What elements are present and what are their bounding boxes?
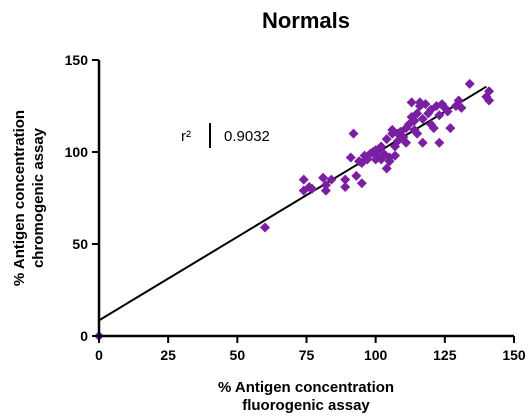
r-squared-annotation: r² 0.9032	[181, 123, 270, 148]
data-point	[298, 174, 309, 185]
data-point	[260, 222, 270, 233]
data-point	[464, 78, 475, 89]
y-ticks: 0 50 100 150	[65, 52, 99, 344]
x-tick-label: 50	[230, 347, 246, 363]
data-point	[434, 110, 445, 121]
x-axis-title-line-1: % Antigen concentration	[218, 379, 394, 396]
data-point	[318, 172, 329, 183]
data-point	[442, 106, 453, 117]
data-point	[484, 95, 495, 106]
data-point	[356, 178, 367, 189]
axes	[97, 60, 514, 338]
x-tick-label: 100	[364, 347, 388, 363]
y-axis-title-line-2: chromogenic assay	[30, 127, 47, 268]
data-point	[340, 181, 351, 192]
chart-title: Normals	[262, 8, 350, 33]
y-tick-label: 0	[80, 328, 88, 344]
regression-line	[98, 85, 487, 322]
data-point	[387, 128, 398, 139]
data-point	[384, 156, 395, 167]
x-tick-label: 25	[160, 347, 176, 363]
data-point	[348, 128, 359, 139]
data-point	[456, 102, 467, 113]
data-point	[340, 174, 351, 185]
y-tick-label: 100	[65, 144, 89, 160]
data-points	[94, 78, 495, 341]
regression-line-group	[98, 85, 487, 322]
data-point	[376, 141, 387, 152]
data-point	[307, 183, 318, 194]
data-point	[406, 97, 417, 108]
r-squared-label: r²	[181, 128, 191, 145]
x-tick-label: 0	[95, 347, 103, 363]
data-point	[409, 115, 420, 126]
data-point	[417, 113, 428, 124]
data-point	[326, 174, 337, 185]
y-tick-label: 150	[65, 52, 89, 68]
data-point	[484, 86, 495, 97]
x-ticks: 0 25 50 75 100 125 150	[95, 336, 526, 363]
data-point	[428, 123, 439, 134]
data-point	[445, 123, 456, 134]
data-point	[320, 185, 331, 196]
data-point	[381, 134, 392, 145]
x-axis-title-line-2: fluorogenic assay	[242, 397, 370, 414]
data-point	[434, 137, 445, 148]
data-point	[453, 95, 464, 106]
data-point	[401, 137, 412, 148]
data-point	[420, 99, 431, 110]
data-point	[412, 128, 423, 139]
x-tick-label: 125	[433, 347, 457, 363]
x-tick-label: 75	[299, 347, 315, 363]
data-point	[417, 137, 428, 148]
data-point	[412, 108, 423, 119]
data-point	[345, 152, 356, 163]
data-point	[390, 150, 401, 161]
data-point	[351, 170, 362, 181]
y-tick-label: 50	[72, 236, 88, 252]
y-axis-title-line-1: % Antigen concentration	[11, 110, 28, 286]
data-point	[320, 180, 331, 191]
data-point	[381, 163, 392, 174]
r-squared-value: 0.9032	[224, 128, 270, 145]
x-tick-label: 150	[502, 347, 526, 363]
